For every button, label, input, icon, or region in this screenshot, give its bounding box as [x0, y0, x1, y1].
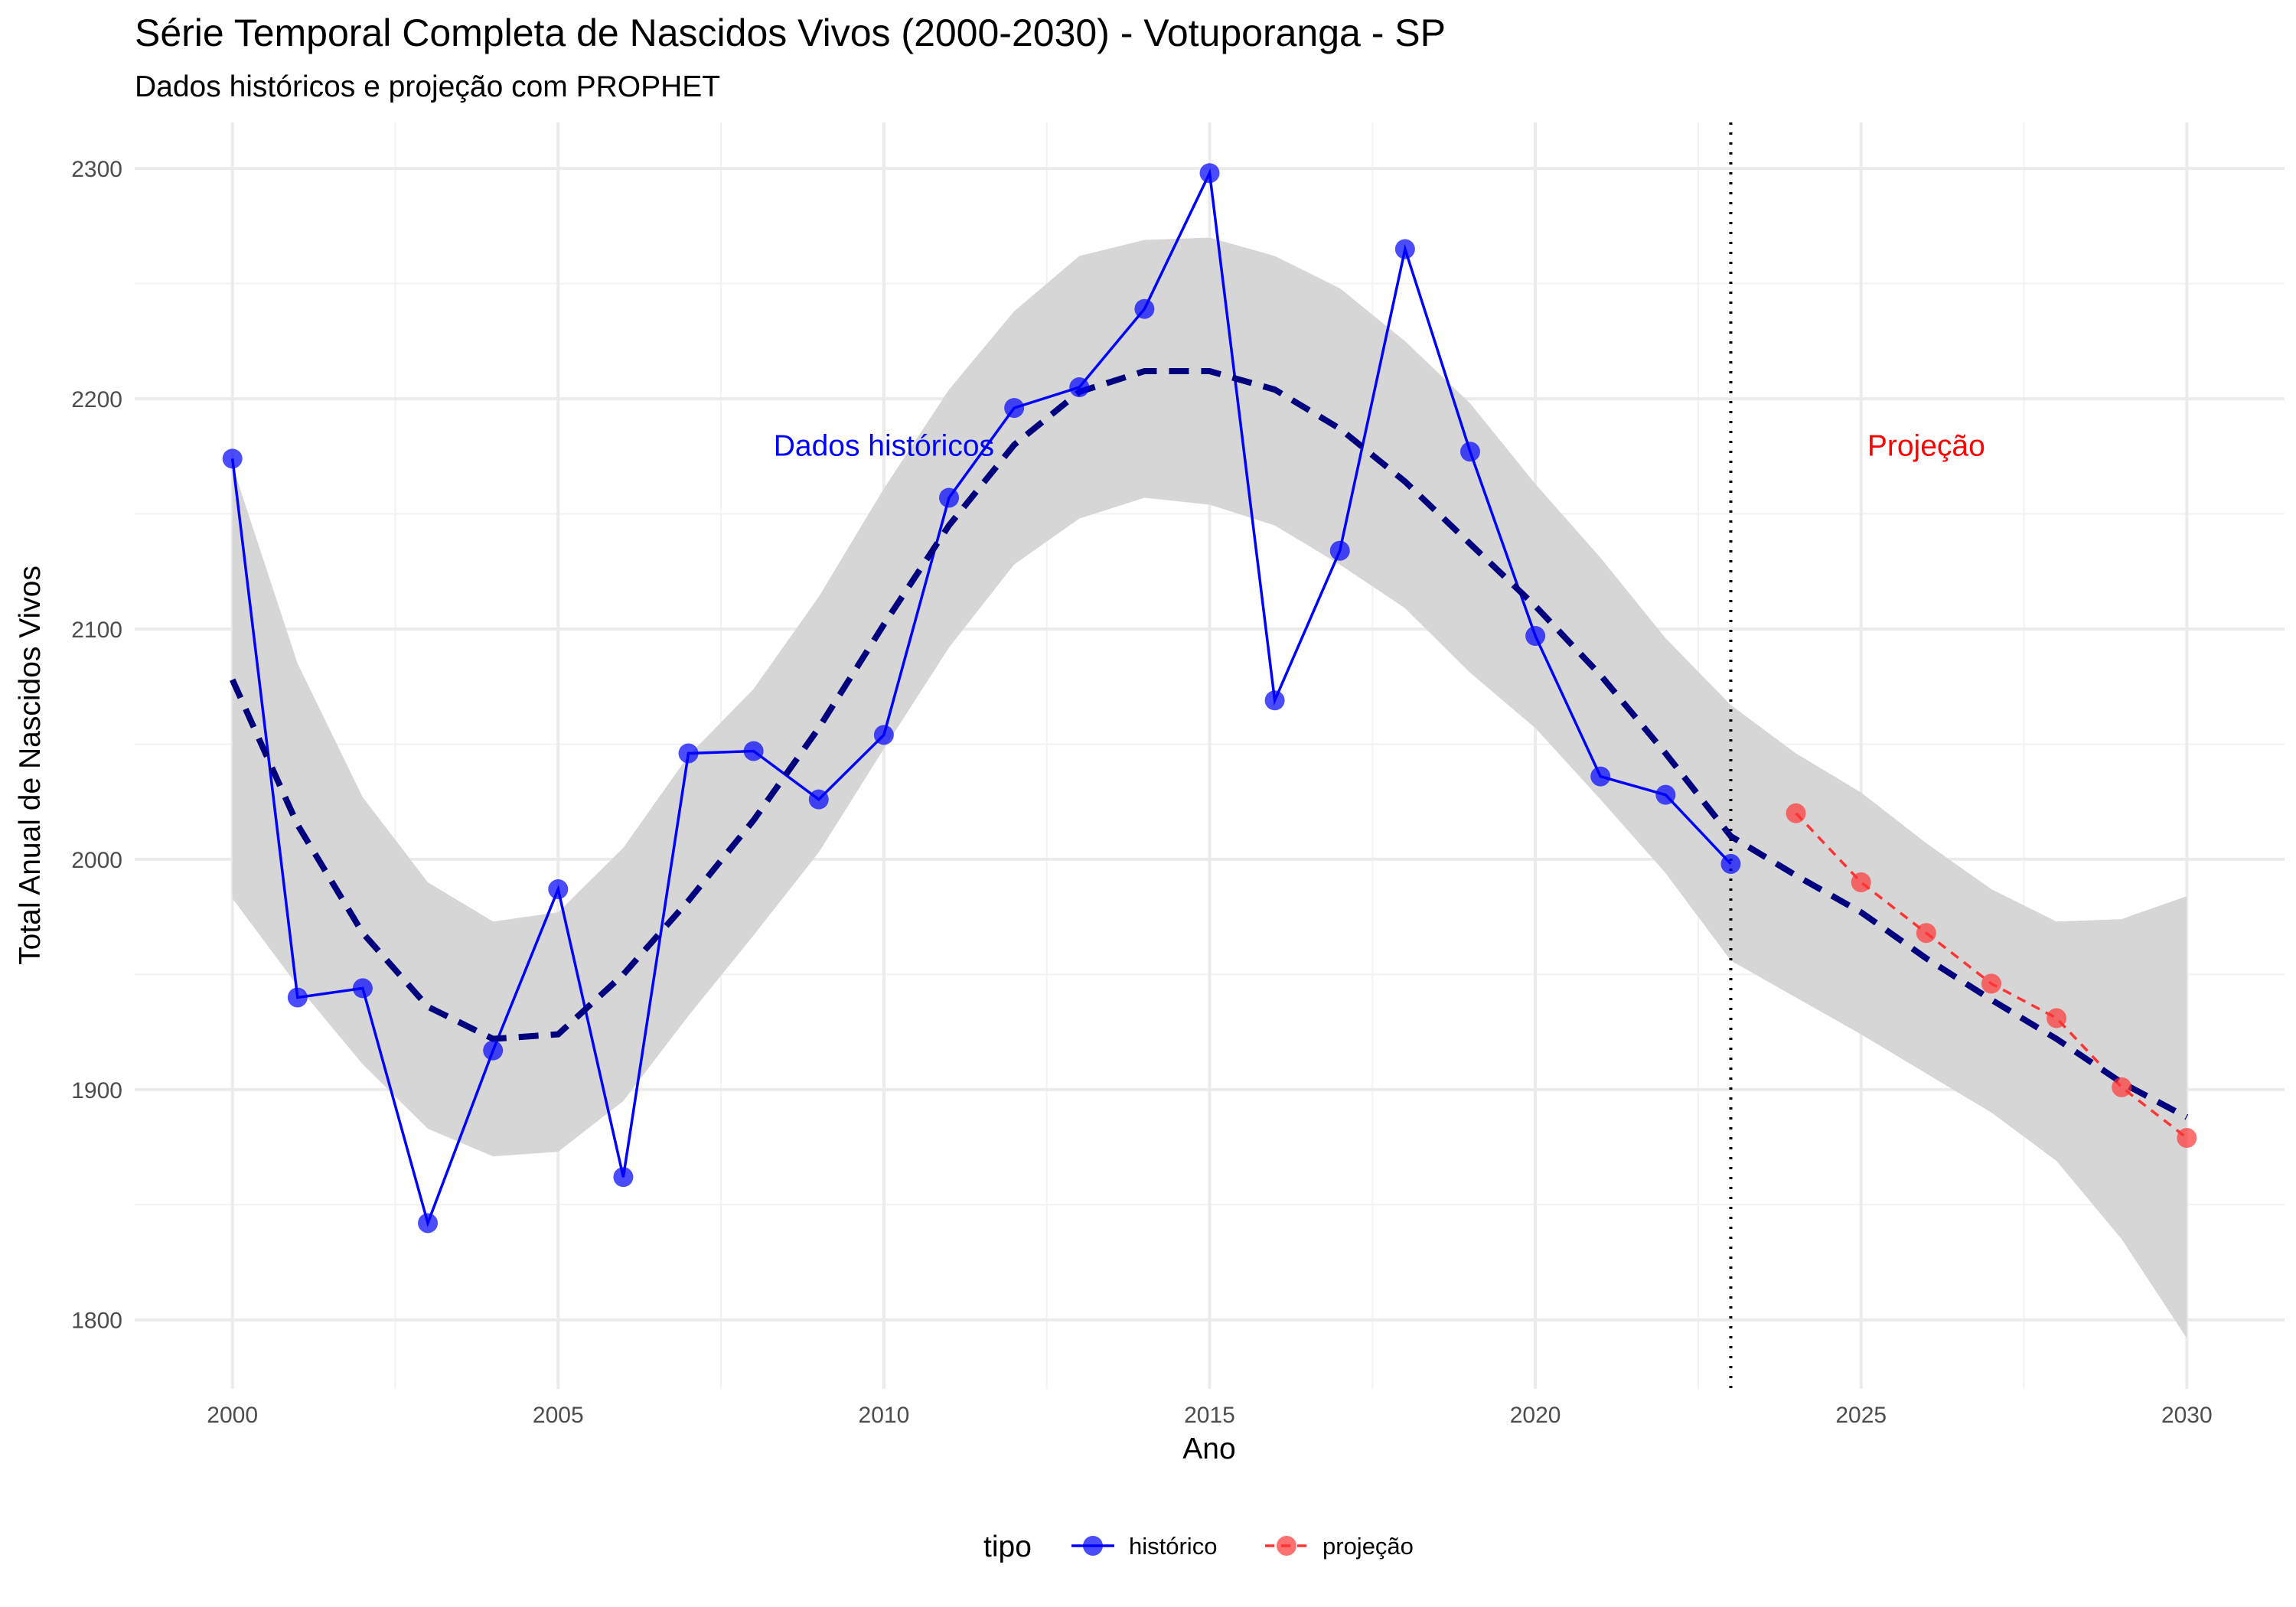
- confidence-band: [232, 237, 2187, 1338]
- legend-key-point: [1277, 1536, 1296, 1556]
- point-historico: [808, 789, 829, 810]
- y-axis-ticks: 1800 1900 2000 2100 2200 2300: [71, 157, 122, 1334]
- point-historico: [1264, 690, 1285, 711]
- y-tick-label: 2000: [71, 848, 122, 873]
- y-tick-label: 1800: [71, 1309, 122, 1334]
- point-historico: [483, 1040, 504, 1061]
- point-projecao: [1981, 973, 2001, 994]
- y-tick-label: 2300: [71, 157, 122, 182]
- point-historico: [1590, 766, 1611, 787]
- point-historico: [287, 987, 308, 1008]
- legend-title: tipo: [983, 1530, 1032, 1563]
- point-historico: [939, 487, 960, 508]
- point-historico: [1720, 853, 1741, 874]
- point-historico: [1134, 298, 1155, 319]
- legend-label: histórico: [1129, 1533, 1217, 1560]
- trend-line: [230, 368, 2189, 1120]
- point-historico: [678, 743, 699, 764]
- x-tick-label: 2030: [2161, 1403, 2213, 1428]
- confidence-band-area: [232, 237, 2187, 1338]
- point-historico: [1199, 163, 1220, 184]
- series-points: [222, 163, 2197, 1234]
- point-historico: [418, 1213, 439, 1234]
- annotation-label: Projeção: [1867, 429, 1985, 462]
- y-tick-label: 1900: [71, 1078, 122, 1103]
- chart-subtitle: Dados históricos e projeção com PROPHET: [135, 70, 720, 103]
- point-historico: [548, 879, 569, 900]
- point-projecao: [2177, 1128, 2197, 1149]
- point-projecao: [1786, 803, 1806, 823]
- point-historico: [352, 978, 373, 999]
- point-historico: [743, 741, 764, 761]
- point-projecao: [2047, 1008, 2067, 1028]
- x-tick-label: 2005: [533, 1403, 584, 1428]
- y-tick-label: 2200: [71, 387, 122, 412]
- x-tick-label: 2000: [207, 1403, 258, 1428]
- point-historico: [1069, 377, 1090, 398]
- annotations: Dados históricos Projeção: [774, 429, 1985, 462]
- legend-key-point: [1083, 1536, 1103, 1556]
- x-tick-label: 2020: [1510, 1403, 1561, 1428]
- chart-title: Série Temporal Completa de Nascidos Vivo…: [135, 11, 1446, 54]
- point-historico: [1459, 442, 1480, 462]
- annotation-label: Dados históricos: [774, 429, 994, 462]
- x-axis-title: Ano: [1182, 1433, 1235, 1465]
- point-historico: [222, 448, 243, 469]
- point-historico: [1655, 784, 1676, 805]
- x-tick-label: 2025: [1835, 1403, 1887, 1428]
- x-axis-ticks: 2000 2005 2010 2015 2020 2025 2030: [207, 1403, 2212, 1428]
- series-line-historico: [230, 168, 1732, 1227]
- point-historico: [1525, 626, 1546, 647]
- point-historico: [1004, 398, 1025, 419]
- point-historico: [613, 1167, 634, 1188]
- point-projecao: [1851, 872, 1871, 892]
- trend-line-path: [230, 368, 2189, 1120]
- point-historico: [1394, 239, 1415, 259]
- grid: [135, 122, 2285, 1389]
- x-tick-label: 2015: [1184, 1403, 1235, 1428]
- point-historico: [873, 725, 894, 745]
- y-axis-title: Total Anual de Nascidos Vivos: [14, 566, 47, 965]
- legend: tipo histórico projeção: [983, 1530, 1414, 1563]
- point-projecao: [1916, 923, 1936, 944]
- x-tick-label: 2010: [859, 1403, 910, 1428]
- point-historico: [1329, 540, 1350, 561]
- legend-label: projeção: [1322, 1533, 1414, 1560]
- point-projecao: [2112, 1077, 2132, 1097]
- y-tick-label: 2100: [71, 618, 122, 643]
